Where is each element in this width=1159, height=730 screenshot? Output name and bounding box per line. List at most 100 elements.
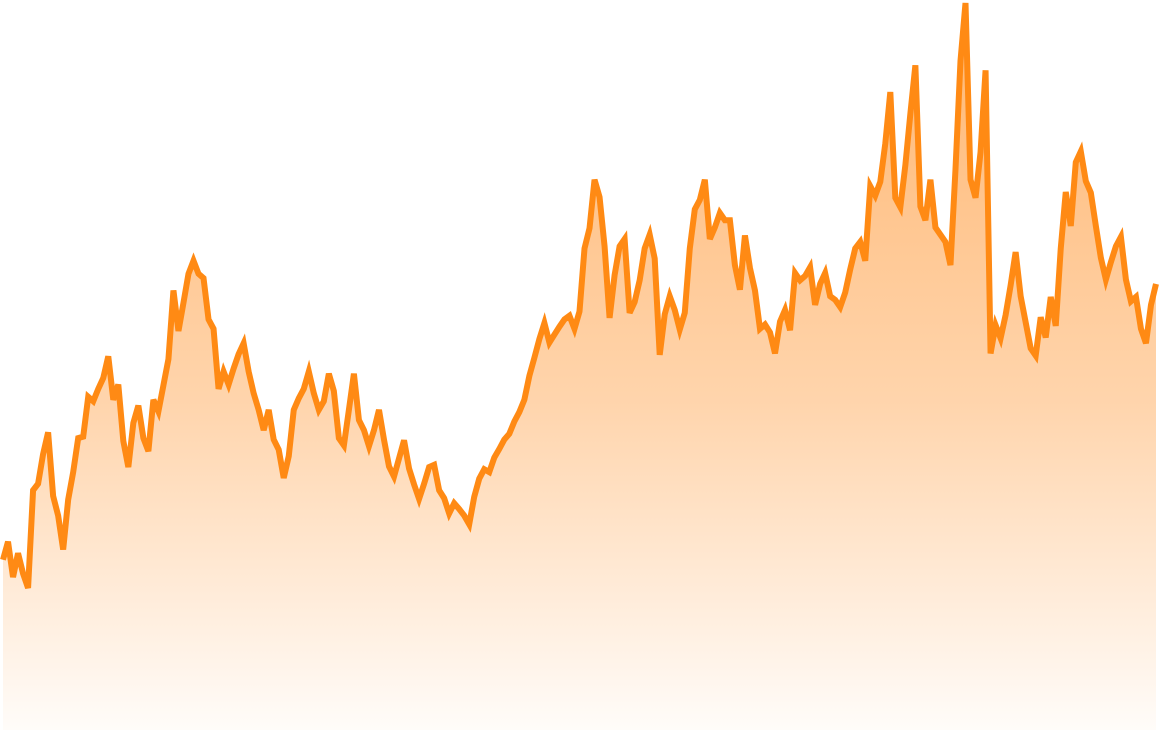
data-point-3 bbox=[16, 551, 20, 555]
data-point-173 bbox=[868, 184, 872, 188]
data-point-77 bbox=[387, 464, 391, 468]
data-point-221 bbox=[1109, 260, 1113, 264]
data-point-93 bbox=[467, 522, 471, 526]
data-point-96 bbox=[482, 467, 486, 471]
data-point-130 bbox=[653, 257, 657, 261]
data-point-97 bbox=[487, 470, 491, 474]
data-point-138 bbox=[693, 207, 697, 211]
data-point-110 bbox=[552, 333, 556, 337]
data-point-171 bbox=[858, 240, 862, 244]
data-point-6 bbox=[31, 488, 35, 492]
data-point-22 bbox=[111, 398, 115, 402]
data-point-52 bbox=[262, 428, 266, 432]
data-point-227 bbox=[1139, 327, 1143, 331]
data-point-153 bbox=[768, 330, 772, 334]
data-point-84 bbox=[422, 482, 426, 486]
data-point-89 bbox=[447, 511, 451, 515]
data-point-202 bbox=[1014, 250, 1018, 254]
data-point-58 bbox=[292, 408, 296, 412]
data-point-148 bbox=[743, 233, 747, 237]
data-point-131 bbox=[658, 353, 662, 357]
data-point-165 bbox=[828, 294, 832, 298]
data-point-62 bbox=[312, 391, 316, 395]
data-point-104 bbox=[522, 398, 526, 402]
data-point-215 bbox=[1079, 149, 1083, 153]
data-point-28 bbox=[141, 436, 145, 440]
data-point-54 bbox=[272, 438, 276, 442]
data-point-12 bbox=[61, 548, 65, 552]
data-point-147 bbox=[738, 288, 742, 292]
data-point-33 bbox=[166, 357, 170, 361]
data-point-205 bbox=[1029, 346, 1033, 350]
data-point-169 bbox=[848, 267, 852, 271]
data-point-92 bbox=[462, 514, 466, 518]
data-point-113 bbox=[567, 314, 571, 318]
data-point-15 bbox=[76, 436, 80, 440]
data-point-150 bbox=[753, 288, 757, 292]
data-point-128 bbox=[643, 246, 647, 250]
data-point-32 bbox=[161, 383, 165, 387]
data-point-90 bbox=[452, 501, 456, 505]
data-point-193 bbox=[969, 178, 973, 182]
data-point-29 bbox=[146, 449, 150, 453]
data-point-70 bbox=[352, 372, 356, 376]
data-point-11 bbox=[56, 514, 60, 518]
data-point-81 bbox=[407, 467, 411, 471]
data-point-63 bbox=[317, 408, 321, 412]
data-point-127 bbox=[638, 278, 642, 282]
data-point-65 bbox=[327, 372, 331, 376]
data-point-213 bbox=[1069, 224, 1073, 228]
data-point-42 bbox=[212, 327, 216, 331]
data-point-25 bbox=[126, 465, 130, 469]
data-point-71 bbox=[357, 418, 361, 422]
data-point-140 bbox=[703, 178, 707, 182]
data-point-73 bbox=[367, 444, 371, 448]
data-point-149 bbox=[748, 266, 752, 270]
data-point-118 bbox=[593, 178, 597, 182]
data-point-78 bbox=[392, 475, 396, 479]
data-point-178 bbox=[893, 196, 897, 200]
data-point-19 bbox=[96, 387, 100, 391]
data-point-230 bbox=[1154, 282, 1158, 286]
data-point-99 bbox=[497, 447, 501, 451]
data-point-37 bbox=[186, 272, 190, 276]
data-point-88 bbox=[442, 496, 446, 500]
data-point-198 bbox=[994, 323, 998, 327]
data-point-203 bbox=[1019, 294, 1023, 298]
data-point-82 bbox=[412, 482, 416, 486]
data-point-216 bbox=[1084, 179, 1088, 183]
data-point-192 bbox=[964, 1, 968, 5]
data-point-172 bbox=[863, 259, 867, 263]
data-point-226 bbox=[1134, 295, 1138, 299]
data-point-120 bbox=[603, 244, 607, 248]
data-point-121 bbox=[608, 316, 612, 320]
data-point-68 bbox=[342, 443, 346, 447]
data-point-209 bbox=[1049, 295, 1053, 299]
data-point-109 bbox=[547, 341, 551, 345]
data-point-50 bbox=[252, 391, 256, 395]
data-point-53 bbox=[267, 408, 271, 412]
data-point-208 bbox=[1044, 335, 1048, 339]
data-point-175 bbox=[878, 180, 882, 184]
data-point-36 bbox=[181, 301, 185, 305]
data-point-14 bbox=[71, 470, 75, 474]
data-point-200 bbox=[1004, 313, 1008, 317]
data-point-83 bbox=[417, 497, 421, 501]
data-point-49 bbox=[247, 370, 251, 374]
data-point-133 bbox=[668, 294, 672, 298]
data-point-51 bbox=[257, 408, 261, 412]
data-point-122 bbox=[613, 273, 617, 277]
data-point-38 bbox=[192, 259, 196, 263]
data-point-164 bbox=[823, 271, 827, 275]
data-point-218 bbox=[1094, 224, 1098, 228]
data-point-161 bbox=[808, 265, 812, 269]
data-point-23 bbox=[116, 383, 120, 387]
data-point-112 bbox=[562, 317, 566, 321]
data-point-197 bbox=[989, 351, 993, 355]
data-point-137 bbox=[688, 246, 692, 250]
data-point-222 bbox=[1114, 244, 1118, 248]
data-point-195 bbox=[979, 150, 983, 154]
data-point-125 bbox=[628, 311, 632, 315]
data-point-34 bbox=[171, 288, 175, 292]
